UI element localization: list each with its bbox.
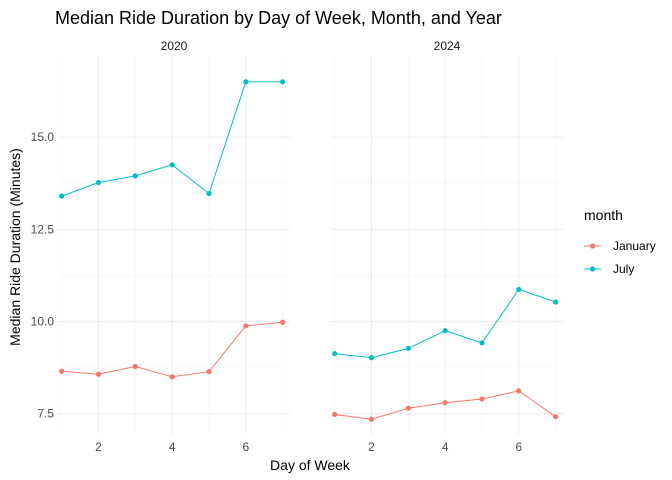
x-tick-label: 6 (515, 440, 522, 454)
x-tick-label: 2 (95, 440, 102, 454)
data-point (95, 179, 102, 186)
x-tick-label: 4 (169, 440, 176, 454)
y-axis-label: Median Ride Duration (Minutes) (7, 148, 23, 346)
data-point (368, 416, 375, 422)
x-axis-label: Day of Week (270, 457, 351, 473)
data-point (206, 369, 212, 375)
x-tick-label: 2 (368, 440, 375, 454)
data-point (169, 374, 175, 380)
y-tick-label: 7.5 (37, 407, 54, 421)
data-point (479, 396, 485, 402)
data-point (442, 328, 448, 334)
legend-label: January (613, 239, 656, 253)
x-tick-label: 4 (442, 440, 449, 454)
legend-label: July (613, 262, 634, 276)
panels: 2020 2 4 6 7.5 10.0 12.5 15.0 2024 2 4 6 (31, 39, 563, 454)
panel-2024: 2024 2 4 6 (331, 39, 563, 454)
series-july (59, 79, 286, 199)
facet-strip-label: 2020 (161, 39, 188, 53)
data-point (206, 190, 212, 197)
data-point (332, 351, 338, 357)
data-point (132, 363, 138, 370)
x-tick-label: 6 (242, 440, 249, 454)
data-point (169, 162, 175, 168)
y-tick-label: 15.0 (31, 130, 55, 144)
facet-strip-label: 2024 (434, 39, 461, 53)
data-point (280, 79, 286, 85)
data-point (516, 388, 522, 394)
data-point (59, 193, 65, 199)
chart-title: Median Ride Duration by Day of Week, Mon… (55, 8, 502, 28)
data-point (95, 371, 102, 377)
legend-item-july: July (584, 262, 634, 276)
data-point (405, 405, 411, 411)
series-january (332, 388, 559, 422)
y-tick-label: 10.0 (31, 315, 55, 329)
data-point (405, 345, 411, 352)
series-july (332, 286, 559, 361)
data-point (243, 79, 249, 85)
data-point (332, 411, 338, 418)
data-point (132, 173, 138, 179)
data-point (59, 368, 65, 374)
legend-title: month (584, 207, 623, 223)
legend-key-point (589, 266, 596, 272)
data-point (479, 340, 485, 346)
data-point (368, 355, 375, 361)
legend-key-point (589, 243, 596, 249)
legend: month January July (584, 207, 656, 276)
data-point (442, 400, 448, 406)
legend-item-january: January (584, 239, 656, 253)
data-point (553, 299, 559, 305)
panel-2020: 2020 2 4 6 7.5 10.0 12.5 15.0 (31, 39, 290, 454)
data-point (553, 414, 559, 420)
y-tick-label: 12.5 (31, 222, 55, 236)
data-point (243, 323, 249, 329)
data-point (516, 286, 522, 293)
series-january (59, 319, 286, 380)
data-point (280, 319, 286, 325)
